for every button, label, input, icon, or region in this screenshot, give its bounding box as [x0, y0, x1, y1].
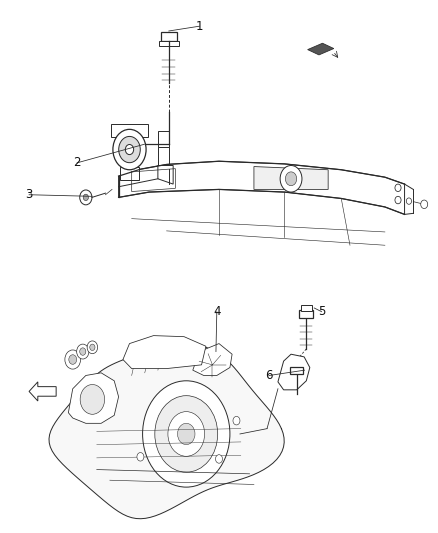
FancyBboxPatch shape: [301, 305, 311, 311]
Text: 2: 2: [73, 156, 81, 169]
Circle shape: [143, 381, 230, 487]
Polygon shape: [123, 336, 206, 368]
FancyBboxPatch shape: [158, 131, 169, 147]
FancyBboxPatch shape: [158, 147, 169, 168]
Circle shape: [113, 130, 146, 169]
Circle shape: [233, 416, 240, 425]
Circle shape: [119, 136, 140, 163]
Polygon shape: [278, 354, 310, 390]
Circle shape: [421, 200, 427, 208]
Circle shape: [395, 196, 401, 204]
Polygon shape: [119, 161, 405, 214]
Circle shape: [168, 411, 205, 456]
Circle shape: [125, 144, 134, 155]
Circle shape: [215, 455, 223, 463]
Circle shape: [155, 395, 218, 472]
Text: 3: 3: [25, 188, 33, 201]
Text: 1: 1: [196, 20, 203, 33]
Circle shape: [280, 165, 302, 192]
FancyBboxPatch shape: [159, 41, 179, 46]
Circle shape: [90, 344, 95, 351]
Circle shape: [69, 355, 77, 365]
Text: 6: 6: [265, 369, 273, 382]
Circle shape: [65, 350, 81, 369]
FancyBboxPatch shape: [120, 167, 139, 180]
Polygon shape: [29, 382, 56, 401]
Text: 4: 4: [213, 305, 221, 318]
Polygon shape: [193, 344, 232, 375]
Circle shape: [80, 348, 86, 356]
Circle shape: [87, 341, 98, 354]
Circle shape: [77, 344, 89, 359]
Polygon shape: [254, 166, 328, 189]
Circle shape: [406, 198, 412, 204]
FancyBboxPatch shape: [161, 32, 177, 41]
Circle shape: [83, 194, 88, 200]
Circle shape: [137, 453, 144, 461]
FancyBboxPatch shape: [290, 367, 303, 374]
Polygon shape: [307, 43, 334, 55]
Circle shape: [286, 172, 297, 185]
Polygon shape: [49, 344, 284, 519]
Polygon shape: [68, 373, 119, 423]
FancyBboxPatch shape: [299, 310, 313, 318]
Circle shape: [80, 384, 105, 414]
Polygon shape: [158, 165, 173, 184]
Circle shape: [177, 423, 195, 445]
FancyBboxPatch shape: [111, 124, 148, 138]
Circle shape: [80, 190, 92, 205]
Text: 5: 5: [318, 305, 325, 318]
Circle shape: [395, 184, 401, 191]
